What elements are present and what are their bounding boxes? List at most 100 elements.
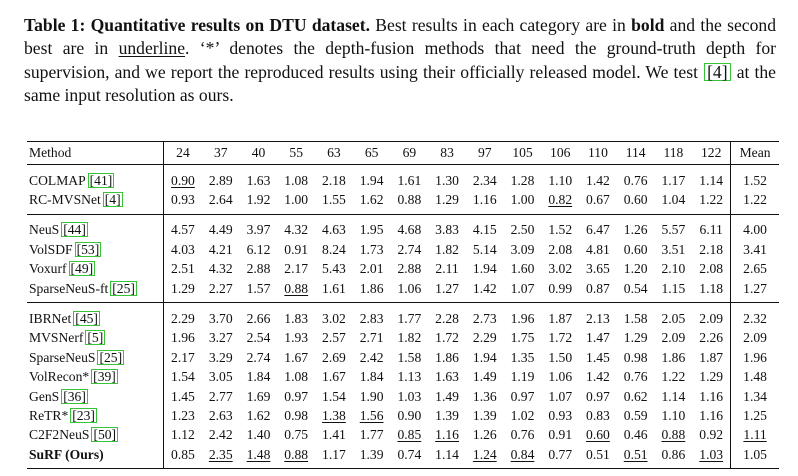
score-cell: 2.13 xyxy=(579,302,617,329)
score-cell: 1.24 xyxy=(465,445,504,470)
score-cell: 1.86 xyxy=(661,349,686,365)
score-cell: 1.57 xyxy=(246,280,271,296)
score-cell: 1.61 xyxy=(322,280,346,296)
score-cell: 0.51 xyxy=(616,445,655,470)
method-citation-link[interactable]: [44] xyxy=(61,222,88,238)
score-cell: 6.12 xyxy=(246,241,271,257)
score-cell: 5.57 xyxy=(654,213,693,241)
score-cell: 0.83 xyxy=(586,407,610,423)
score-cell: 2.17 xyxy=(284,261,309,277)
table-row: COLMAP [41] 0.90 2.89 1.63 1.08 2.18 1.94 1.61 1.… xyxy=(27,164,779,191)
scan-header-114: 114 xyxy=(616,141,655,165)
score-cell: 1.00 xyxy=(284,192,309,208)
score-cell: 1.14 xyxy=(428,445,466,470)
score-cell: 1.58 xyxy=(616,302,655,329)
score-cell: 1.42 xyxy=(586,369,610,385)
method-citation-link[interactable]: [39] xyxy=(91,369,118,385)
score-cell: 0.77 xyxy=(541,445,580,470)
method-name: GenS xyxy=(29,388,60,404)
method-citation-link[interactable]: [53] xyxy=(74,241,102,257)
score-cell: 0.91 xyxy=(548,427,573,443)
mean-cell: 1.96 xyxy=(730,348,779,368)
score-cell: 2.29 xyxy=(472,330,497,346)
score-cell: 8.24 xyxy=(322,241,346,257)
mean-cell: 1.05 xyxy=(730,445,779,470)
method-cell: COLMAP [41] xyxy=(27,164,164,191)
score-cell: 1.08 xyxy=(277,164,316,191)
score-cell: 1.29 xyxy=(435,192,459,208)
score-cell: 0.84 xyxy=(503,445,542,470)
score-cell: 2.42 xyxy=(208,427,233,443)
method-name: SparseNeuS xyxy=(29,349,96,365)
score-cell: 1.63 xyxy=(435,369,459,385)
score-cell: 0.98 xyxy=(284,407,309,423)
score-cell: 1.17 xyxy=(654,164,693,191)
score-cell: 2.09 xyxy=(692,302,731,329)
score-cell: 2.71 xyxy=(359,330,384,346)
score-cell: 0.90 xyxy=(162,164,202,191)
score-cell: 1.49 xyxy=(435,388,459,404)
score-cell: 1.06 xyxy=(397,280,422,296)
method-citation-link[interactable]: [45] xyxy=(73,311,100,327)
score-cell: 0.54 xyxy=(623,280,648,296)
score-cell: 0.86 xyxy=(654,445,693,470)
method-name: VolSDF xyxy=(29,241,73,257)
method-name: Voxurf xyxy=(29,261,67,277)
score-cell: 0.60 xyxy=(623,192,648,208)
score-cell: 1.72 xyxy=(435,330,459,346)
scan-header-63: 63 xyxy=(315,141,353,165)
score-cell: 5.14 xyxy=(472,241,497,257)
table-row: VolSDF [53] 4.03 4.21 6.12 0.91 8.24 1.73 2.74 1.… xyxy=(27,240,779,260)
caption-text-1: Best results in each category are in xyxy=(369,15,632,35)
score-cell: 1.86 xyxy=(359,280,384,296)
scan-header-97: 97 xyxy=(465,141,504,165)
method-cell: VolSDF [53] xyxy=(27,240,164,259)
method-citation-link[interactable]: [25] xyxy=(97,349,125,365)
score-cell: 2.83 xyxy=(352,302,391,329)
score-cell: 0.62 xyxy=(623,388,648,404)
method-citation-link[interactable]: [49] xyxy=(68,261,96,277)
score-cell: 0.93 xyxy=(162,190,202,215)
score-cell: 1.94 xyxy=(472,261,497,277)
method-cell: Voxurf [49] xyxy=(27,260,164,279)
method-cell: GenS [36] xyxy=(27,387,164,406)
method-citation-link[interactable]: [36] xyxy=(61,388,88,404)
table-header-row: Method 24 37 40 55 63 65 69 83 97 105 106 110 114 118… xyxy=(27,141,779,165)
score-cell: 1.06 xyxy=(548,369,573,385)
score-cell: 1.15 xyxy=(661,280,686,296)
method-citation-link[interactable]: [25] xyxy=(110,280,137,296)
score-cell: 0.46 xyxy=(623,427,648,443)
score-cell: 2.01 xyxy=(359,261,384,277)
method-cell: ReTR* [23] xyxy=(27,406,164,425)
scan-header-110: 110 xyxy=(579,141,617,165)
score-cell: 1.83 xyxy=(277,302,316,329)
score-cell: 2.88 xyxy=(246,261,271,277)
score-cell: 3.02 xyxy=(548,261,573,277)
method-name: NeuS xyxy=(29,222,60,238)
method-cell: IBRNet [45] xyxy=(27,302,164,329)
method-citation-link[interactable]: [5] xyxy=(85,330,106,346)
method-citation-link[interactable]: [41] xyxy=(87,172,115,188)
mean-cell: 1.52 xyxy=(730,164,779,191)
caption-citation-link[interactable]: [4] xyxy=(704,62,731,81)
score-cell: 2.10 xyxy=(661,261,686,277)
method-citation-link[interactable]: [4] xyxy=(102,192,123,208)
score-cell: 1.20 xyxy=(623,261,648,277)
table-row: SuRF (Ours) 0.85 2.35 1.48 0.88 1.17 1.39 0.74 1… xyxy=(27,445,779,470)
method-citation-link[interactable]: [23] xyxy=(70,407,97,423)
table-row: RC-MVSNet [4] 0.93 2.64 1.92 1.00 1.55 1.62 0.88… xyxy=(27,190,779,215)
score-cell: 2.88 xyxy=(397,261,422,277)
scan-header-69: 69 xyxy=(390,141,429,165)
table-caption: Table 1: Quantitative results on DTU dat… xyxy=(24,14,776,108)
score-cell: 2.42 xyxy=(359,349,384,365)
score-cell: 2.54 xyxy=(246,330,271,346)
score-cell: 0.88 xyxy=(397,192,422,208)
score-cell: 1.42 xyxy=(579,164,617,191)
score-cell: 1.16 xyxy=(472,192,497,208)
score-cell: 1.35 xyxy=(510,349,535,365)
score-cell: 1.49 xyxy=(472,369,497,385)
method-citation-link[interactable]: [50] xyxy=(91,427,119,443)
score-cell: 0.99 xyxy=(548,280,573,296)
caption-label: Table 1: Quantitative results on DTU dat… xyxy=(24,15,370,35)
score-cell: 1.41 xyxy=(322,427,346,443)
